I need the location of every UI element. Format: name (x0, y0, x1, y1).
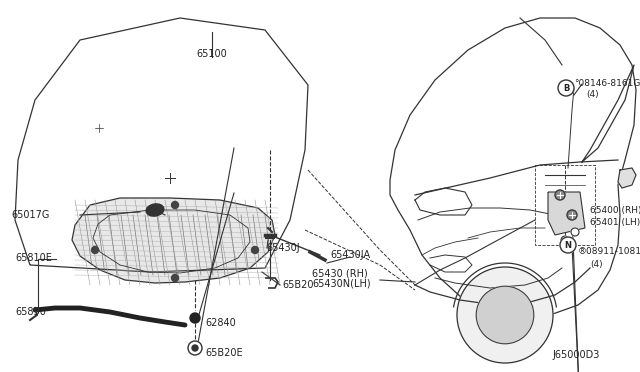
Circle shape (567, 210, 577, 220)
Text: °08146-8161G: °08146-8161G (574, 80, 640, 89)
Circle shape (560, 237, 576, 253)
Text: 65810E: 65810E (15, 253, 52, 263)
Circle shape (571, 228, 579, 236)
Text: (4): (4) (586, 90, 598, 99)
Circle shape (457, 267, 553, 363)
Text: 65430N(LH): 65430N(LH) (312, 278, 371, 288)
Circle shape (192, 345, 198, 351)
Circle shape (172, 275, 179, 282)
Text: ®08911-1081G: ®08911-1081G (578, 247, 640, 257)
Circle shape (190, 313, 200, 323)
Polygon shape (618, 168, 636, 188)
Text: 65B20: 65B20 (282, 280, 314, 290)
Circle shape (561, 236, 569, 244)
Text: 65100: 65100 (196, 49, 227, 59)
Text: 65400 (RH): 65400 (RH) (590, 205, 640, 215)
Text: 65401 (LH): 65401 (LH) (590, 218, 640, 227)
Text: 65B20E: 65B20E (205, 348, 243, 358)
Text: N: N (564, 241, 572, 250)
Text: 65430J: 65430J (266, 243, 300, 253)
Circle shape (555, 190, 565, 200)
Circle shape (188, 341, 202, 355)
Circle shape (558, 80, 574, 96)
Ellipse shape (146, 204, 164, 216)
Text: J65000D3: J65000D3 (552, 350, 600, 360)
Circle shape (252, 247, 259, 253)
Circle shape (92, 247, 99, 253)
PathPatch shape (548, 192, 585, 235)
Text: 65430 (RH): 65430 (RH) (312, 268, 368, 278)
Text: 65850: 65850 (15, 307, 46, 317)
Text: (4): (4) (590, 260, 603, 269)
Text: 62840: 62840 (205, 318, 236, 328)
Text: 65430JA: 65430JA (330, 250, 370, 260)
Circle shape (476, 286, 534, 344)
Text: 65017G: 65017G (12, 210, 50, 220)
PathPatch shape (72, 198, 275, 283)
Text: B: B (563, 84, 569, 93)
Circle shape (172, 202, 179, 208)
